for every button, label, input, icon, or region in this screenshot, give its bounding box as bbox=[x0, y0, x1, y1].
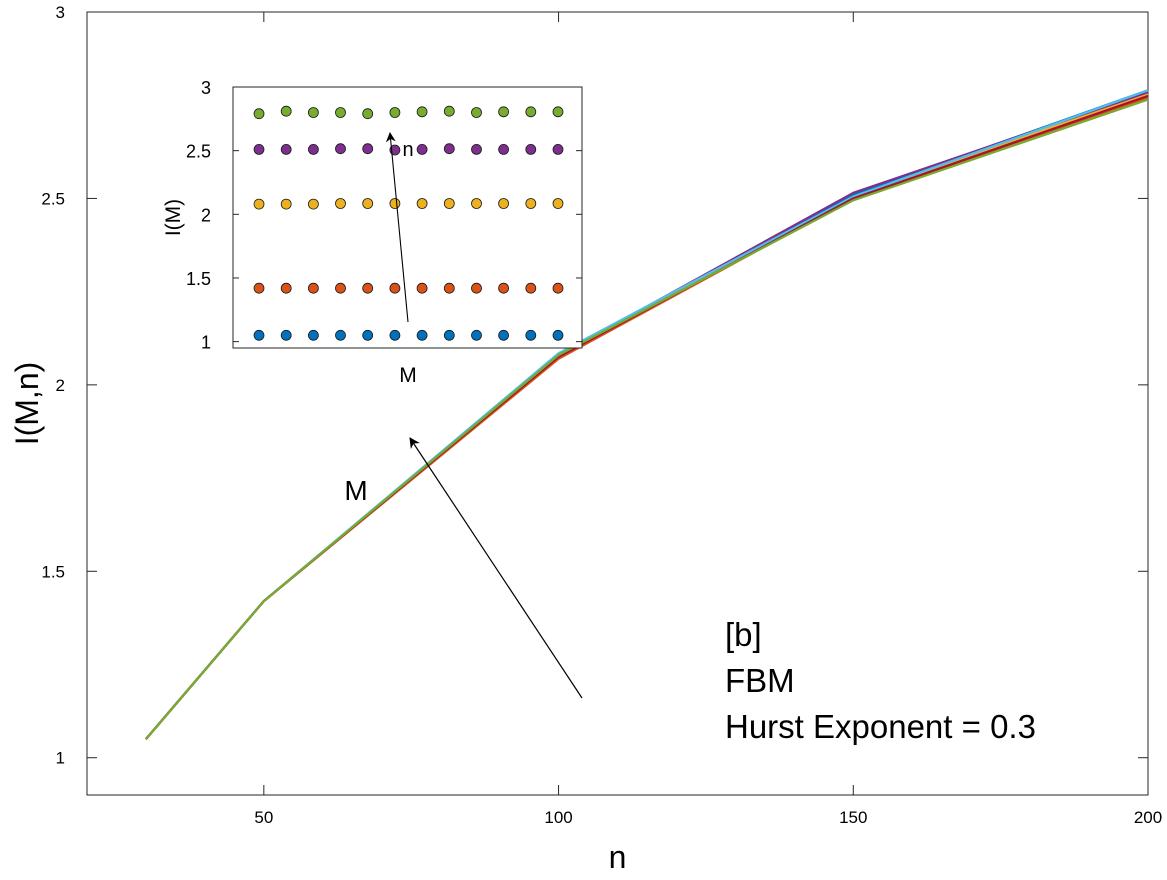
inset-point-series-3 bbox=[552, 198, 564, 209]
inset-point-series-2 bbox=[389, 282, 401, 294]
series-line-7 bbox=[145, 98, 1149, 740]
x-tick-label: 200 bbox=[1134, 808, 1162, 827]
inset-point-series-1 bbox=[280, 329, 292, 341]
inset-point-series-1 bbox=[525, 329, 537, 341]
inset-point-series-2 bbox=[552, 282, 564, 294]
annotation-text-line-2: FBM bbox=[725, 662, 795, 699]
annotation-text-line-1: [b] bbox=[725, 616, 762, 653]
inset-point-series-2 bbox=[498, 282, 510, 294]
inset-point-series-1 bbox=[389, 329, 401, 341]
inset-point-series-4 bbox=[498, 143, 510, 155]
inset-point-series-4 bbox=[552, 143, 564, 155]
inset-point-series-3 bbox=[471, 198, 482, 209]
inset-point-series-3 bbox=[416, 198, 428, 209]
inset-point-series-5 bbox=[498, 106, 510, 118]
inset-point-series-2 bbox=[443, 282, 455, 294]
x-tick-label: 150 bbox=[839, 808, 867, 827]
y-tick-label: 3 bbox=[56, 3, 65, 22]
y-tick-label: 1 bbox=[56, 749, 65, 768]
inset-point-series-5 bbox=[280, 105, 292, 117]
inset-point-series-3 bbox=[307, 198, 319, 210]
inset-point-series-1 bbox=[443, 329, 455, 341]
inset-y-tick-label: 2.5 bbox=[186, 142, 211, 162]
inset-point-series-1 bbox=[471, 329, 482, 341]
inset-annotation-arrow-n bbox=[385, 132, 409, 323]
inset-point-series-4 bbox=[443, 143, 455, 155]
inset-point-series-5 bbox=[307, 107, 319, 118]
inset-plot-frame bbox=[232, 86, 583, 349]
inset-point-series-5 bbox=[253, 108, 265, 120]
inset-chart: 1 1.5 2 2.5 3 M I(M) n bbox=[162, 78, 583, 387]
inset-y-tick-label: 3 bbox=[201, 78, 211, 98]
inset-point-series-4 bbox=[280, 143, 292, 155]
y-tick-label: 2 bbox=[56, 376, 65, 395]
inset-point-series-3 bbox=[253, 198, 265, 210]
inset-point-series-1 bbox=[552, 329, 564, 341]
inset-point-series-3 bbox=[525, 198, 537, 209]
inset-point-series-5 bbox=[552, 106, 564, 118]
inset-y-tick-label: 1 bbox=[201, 333, 211, 353]
inset-point-series-4 bbox=[416, 143, 428, 155]
inset-point-series-3 bbox=[389, 198, 401, 209]
inset-point-series-5 bbox=[443, 105, 455, 117]
inset-point-series-4 bbox=[471, 143, 482, 155]
inset-point-series-4 bbox=[335, 143, 346, 155]
annotation-arrow-M bbox=[409, 437, 583, 699]
inset-point-series-2 bbox=[416, 282, 428, 294]
inset-point-series-5 bbox=[389, 107, 401, 118]
y-tick-label: 2.5 bbox=[41, 189, 65, 208]
inset-point-series-5 bbox=[335, 107, 346, 118]
x-tick-label: 100 bbox=[544, 808, 572, 827]
inset-point-series-2 bbox=[335, 282, 346, 294]
inset-y-tick-label: 1.5 bbox=[186, 269, 211, 289]
y-tick-label: 1.5 bbox=[41, 562, 65, 581]
inset-point-series-1 bbox=[335, 329, 346, 341]
inset-point-series-4 bbox=[253, 143, 265, 155]
inset-point-series-2 bbox=[471, 282, 482, 294]
inset-annotation-label-n: n bbox=[402, 139, 413, 161]
inset-point-series-3 bbox=[280, 198, 292, 210]
inset-point-series-2 bbox=[280, 282, 292, 294]
inset-point-series-3 bbox=[498, 198, 510, 209]
inset-x-axis-title: M bbox=[399, 364, 417, 387]
x-axis-title: n bbox=[609, 839, 627, 875]
inset-point-series-2 bbox=[525, 282, 537, 294]
inset-point-series-4 bbox=[525, 143, 537, 155]
inset-point-series-3 bbox=[443, 198, 455, 209]
inset-point-series-3 bbox=[335, 198, 346, 209]
inset-point-series-1 bbox=[416, 329, 428, 341]
inset-point-series-2 bbox=[307, 282, 319, 294]
inset-point-series-3 bbox=[362, 198, 374, 209]
inset-point-series-2 bbox=[362, 282, 374, 294]
inset-point-series-1 bbox=[498, 329, 510, 341]
annotation-label-M: M bbox=[344, 475, 367, 506]
inset-y-tick-label: 2 bbox=[201, 205, 211, 225]
inset-point-series-5 bbox=[471, 107, 482, 118]
inset-y-axis-title: I(M) bbox=[162, 199, 185, 236]
y-axis-title: I(M,n) bbox=[9, 362, 45, 446]
inset-point-series-5 bbox=[416, 106, 428, 118]
inset-point-series-4 bbox=[307, 143, 319, 155]
inset-point-series-1 bbox=[362, 329, 374, 341]
inset-point-series-2 bbox=[253, 282, 265, 294]
inset-point-series-4 bbox=[362, 143, 374, 155]
inset-point-series-1 bbox=[253, 329, 265, 341]
inset-point-series-5 bbox=[525, 106, 537, 118]
inset-point-series-5 bbox=[362, 108, 374, 120]
x-tick-label: 50 bbox=[254, 808, 273, 827]
main-chart: 50 100 150 200 1 1.5 2 2.5 3 n I(M,n) M [b] FBM Hurst … bbox=[9, 3, 1162, 875]
inset-point-series-1 bbox=[307, 329, 319, 341]
annotation-text-line-3: Hurst Exponent = 0.3 bbox=[725, 708, 1036, 745]
